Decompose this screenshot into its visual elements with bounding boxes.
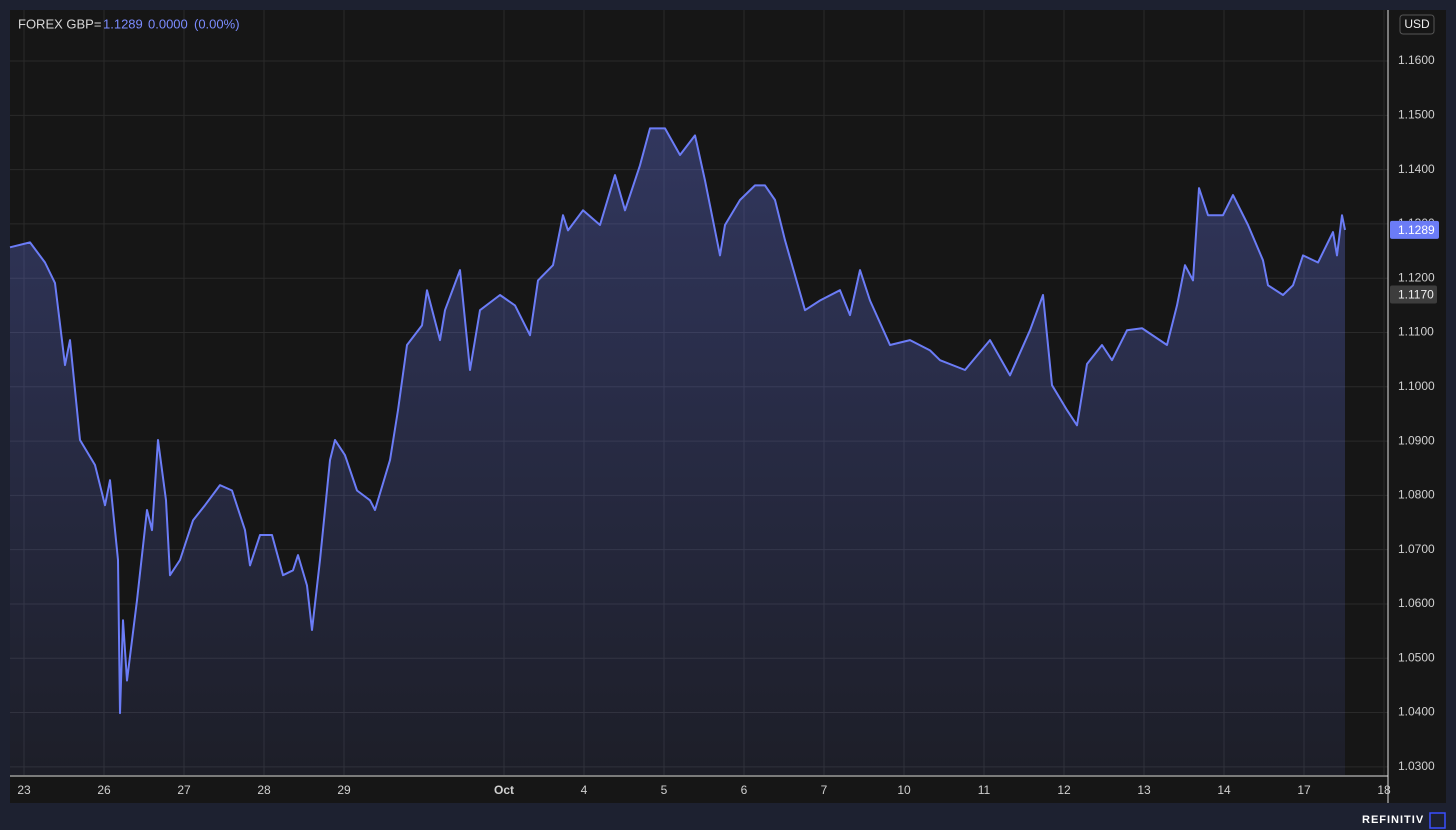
y-tick-label: 1.1200 xyxy=(1398,270,1435,284)
x-tick-label: 12 xyxy=(1057,783,1071,797)
x-tick-label: 5 xyxy=(661,783,668,797)
last-price-label: 1.1289 xyxy=(1398,223,1435,237)
x-tick-label: 28 xyxy=(257,783,271,797)
currency-badge[interactable] xyxy=(1399,14,1435,35)
x-tick-label: 11 xyxy=(978,783,991,797)
y-tick-label: 1.0800 xyxy=(1398,488,1435,502)
y-tick-label: 1.1500 xyxy=(1398,108,1435,122)
x-tick-label: Oct xyxy=(494,783,514,797)
x-tick-label: 6 xyxy=(741,783,748,797)
x-tick-label: 27 xyxy=(177,783,191,797)
symbol: FOREX GBP= xyxy=(18,16,101,31)
x-tick-label: 10 xyxy=(897,783,911,797)
last-price-tag xyxy=(1390,220,1439,239)
y-tick-label: 1.0900 xyxy=(1398,433,1435,447)
x-tick-label: 29 xyxy=(337,783,351,797)
x-tick-label: 14 xyxy=(1217,783,1231,797)
prev-close-tag xyxy=(1390,285,1437,304)
y-tick-label: 1.1400 xyxy=(1398,162,1435,176)
x-tick-label: 4 xyxy=(581,783,588,797)
price-change: 0.0000 xyxy=(148,16,188,31)
prev-close-label: 1.1170 xyxy=(1398,288,1434,302)
price-change-pct: (0.00%) xyxy=(194,16,240,31)
brand: REFINITIV xyxy=(1362,814,1424,826)
y-tick-label: 1.1100 xyxy=(1398,325,1434,339)
x-tick-label: 26 xyxy=(97,783,111,797)
last-price: 1.1289 xyxy=(103,16,143,31)
y-tick-label: 1.0500 xyxy=(1398,650,1435,664)
x-tick-label: 13 xyxy=(1137,783,1151,797)
area xyxy=(10,128,1345,775)
brand-logo xyxy=(1429,812,1446,829)
price-line xyxy=(9,127,1346,715)
currency[interactable]: USD xyxy=(1404,17,1430,31)
x-tick-label: 17 xyxy=(1297,783,1311,797)
y-tick-label: 1.1600 xyxy=(1398,53,1435,67)
y-tick-label: 1.1000 xyxy=(1398,379,1435,393)
x-tick-label: 7 xyxy=(821,783,828,797)
x-tick-label: 23 xyxy=(17,783,31,797)
y-tick-label: 1.0300 xyxy=(1398,759,1435,773)
y-tick-label: 1.0600 xyxy=(1398,596,1435,610)
x-tick-label: 18 xyxy=(1377,783,1391,797)
y-tick-label: 1.0700 xyxy=(1398,542,1435,556)
y-tick-label: 1.0400 xyxy=(1398,705,1435,719)
footer-bar xyxy=(1,806,1455,829)
